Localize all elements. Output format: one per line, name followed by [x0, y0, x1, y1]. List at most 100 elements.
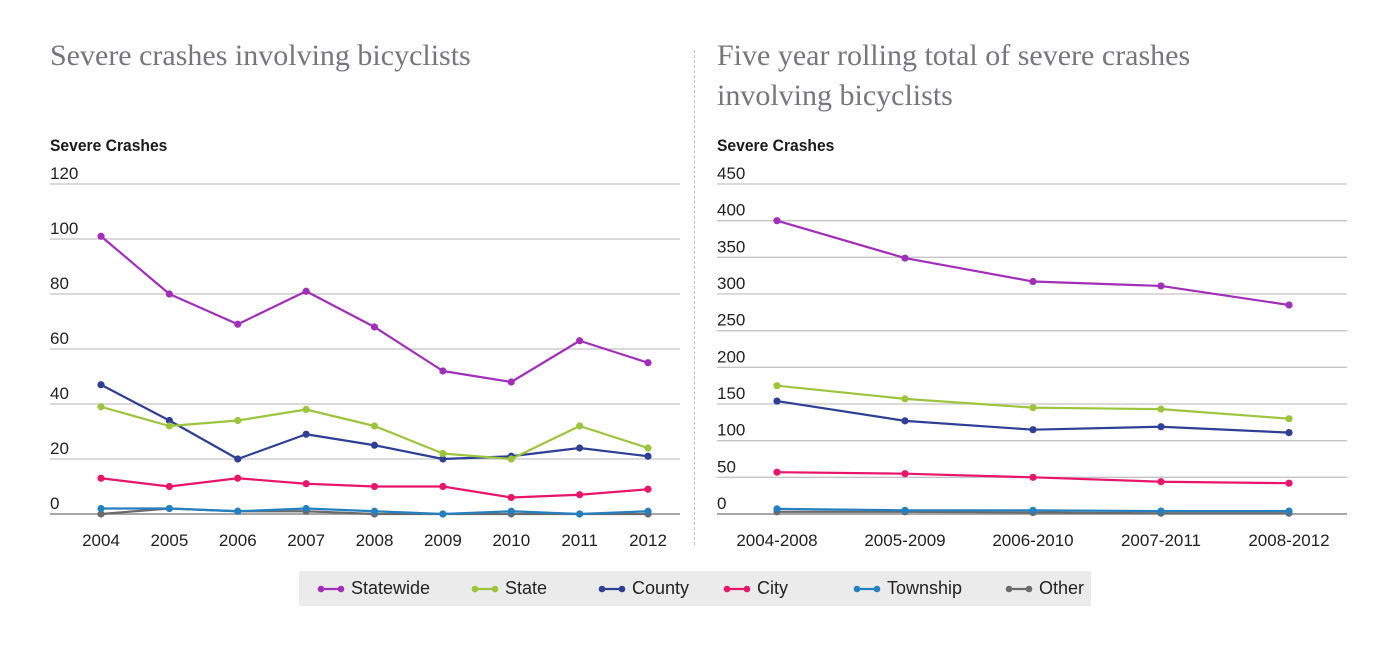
data-point-state[interactable] — [165, 422, 173, 430]
data-point-city[interactable] — [302, 480, 310, 488]
data-point-township[interactable] — [507, 507, 515, 515]
data-point-county[interactable] — [165, 416, 173, 425]
x-tick-label: 2005-2009 — [864, 531, 945, 550]
data-point-township[interactable] — [97, 504, 105, 513]
y-tick-label: 300 — [717, 274, 745, 293]
legend-item-township[interactable]: Township — [853, 571, 962, 606]
x-tick-label: 2004 — [82, 531, 120, 550]
data-point-state[interactable] — [1029, 404, 1037, 412]
data-point-statewide[interactable] — [773, 217, 781, 225]
data-point-township[interactable] — [1285, 507, 1293, 515]
x-tick-label: 2008-2012 — [1248, 531, 1329, 550]
legend-label: Township — [887, 578, 963, 598]
x-tick-label: 2012 — [629, 531, 667, 550]
data-point-city[interactable] — [773, 468, 781, 476]
legend-item-city[interactable]: City — [723, 571, 788, 606]
data-point-state[interactable] — [439, 449, 447, 458]
data-point-state[interactable] — [302, 405, 310, 414]
data-point-township[interactable] — [234, 507, 242, 515]
x-tick-label: 2004-2008 — [736, 531, 817, 550]
data-point-city[interactable] — [644, 485, 652, 493]
data-point-statewide[interactable] — [165, 290, 173, 298]
data-point-township[interactable] — [576, 510, 584, 518]
series-statewide — [773, 217, 1293, 309]
data-point-county[interactable] — [1157, 423, 1165, 431]
data-point-township[interactable] — [901, 506, 909, 514]
data-point-statewide[interactable] — [644, 359, 652, 367]
data-point-county[interactable] — [773, 397, 781, 405]
data-point-statewide[interactable] — [507, 378, 515, 386]
chart-title-right: Five year rolling total of severe crashe… — [717, 39, 1191, 112]
data-point-state[interactable] — [644, 444, 652, 452]
data-point-county[interactable] — [439, 455, 447, 463]
data-point-county[interactable] — [370, 441, 379, 449]
data-point-city[interactable] — [507, 493, 515, 502]
data-point-city[interactable] — [901, 470, 909, 478]
data-point-state[interactable] — [901, 395, 909, 403]
data-point-township[interactable] — [773, 505, 781, 513]
data-point-state[interactable] — [507, 455, 515, 463]
y-tick-label: 50 — [717, 457, 736, 476]
data-point-county[interactable] — [901, 417, 909, 425]
legend-item-statewide[interactable]: Statewide — [317, 571, 430, 606]
data-point-city[interactable] — [1157, 478, 1165, 486]
data-point-state[interactable] — [97, 403, 105, 411]
data-point-township[interactable] — [165, 504, 173, 513]
legend: Statewide State County City Township Other — [299, 571, 1091, 606]
data-point-statewide[interactable] — [1157, 282, 1165, 290]
data-point-city[interactable] — [439, 482, 447, 491]
data-point-county[interactable] — [302, 430, 310, 438]
data-point-statewide[interactable] — [901, 254, 909, 262]
data-point-city[interactable] — [370, 482, 379, 491]
data-point-city[interactable] — [1285, 479, 1293, 487]
data-point-city[interactable] — [97, 474, 105, 482]
series-township — [97, 504, 652, 518]
y-tick-label: 0 — [50, 494, 59, 513]
data-point-city[interactable] — [234, 474, 242, 482]
data-point-county[interactable] — [1285, 429, 1293, 437]
data-point-state[interactable] — [234, 416, 242, 425]
data-point-statewide[interactable] — [1029, 277, 1037, 286]
data-point-city[interactable] — [165, 482, 173, 491]
legend-line-marker-icon — [471, 584, 499, 594]
data-point-statewide[interactable] — [370, 323, 379, 331]
data-point-state[interactable] — [370, 422, 379, 430]
legend-line-marker-icon — [853, 584, 881, 594]
data-point-statewide[interactable] — [576, 337, 584, 345]
data-point-township[interactable] — [644, 507, 652, 515]
y-tick-label: 80 — [50, 274, 69, 293]
data-point-statewide[interactable] — [302, 287, 310, 295]
data-point-township[interactable] — [370, 507, 379, 515]
chart-title-left: Severe crashes involving bicyclists — [50, 39, 471, 72]
legend-item-other[interactable]: Other — [1005, 571, 1084, 606]
data-point-township[interactable] — [1157, 507, 1165, 515]
series-statewide — [97, 232, 652, 386]
data-point-statewide[interactable] — [439, 367, 447, 375]
data-point-township[interactable] — [1029, 506, 1037, 514]
data-point-county[interactable] — [97, 381, 105, 389]
y-tick-label: 250 — [717, 311, 745, 330]
legend-item-state[interactable]: State — [471, 571, 547, 606]
data-point-statewide[interactable] — [97, 232, 105, 240]
x-tick-label: 2008 — [356, 531, 394, 550]
data-point-township[interactable] — [439, 510, 447, 518]
data-point-county[interactable] — [644, 452, 652, 460]
data-point-state[interactable] — [773, 382, 781, 390]
data-point-county[interactable] — [234, 455, 242, 463]
legend-item-county[interactable]: County — [598, 571, 689, 606]
data-point-state[interactable] — [1157, 405, 1165, 413]
data-point-state[interactable] — [1285, 415, 1293, 423]
data-point-state[interactable] — [576, 422, 584, 430]
data-point-city[interactable] — [576, 491, 584, 499]
data-point-statewide[interactable] — [1285, 301, 1293, 309]
data-point-other[interactable] — [97, 510, 105, 518]
data-point-township[interactable] — [302, 504, 310, 513]
x-tick-label: 2010 — [492, 531, 530, 550]
data-point-city[interactable] — [1029, 473, 1037, 481]
data-point-county[interactable] — [576, 444, 584, 452]
data-point-statewide[interactable] — [234, 320, 242, 328]
series-county — [97, 381, 652, 463]
data-point-county[interactable] — [1029, 426, 1037, 434]
legend-label: County — [632, 578, 690, 598]
series-city — [773, 468, 1293, 487]
